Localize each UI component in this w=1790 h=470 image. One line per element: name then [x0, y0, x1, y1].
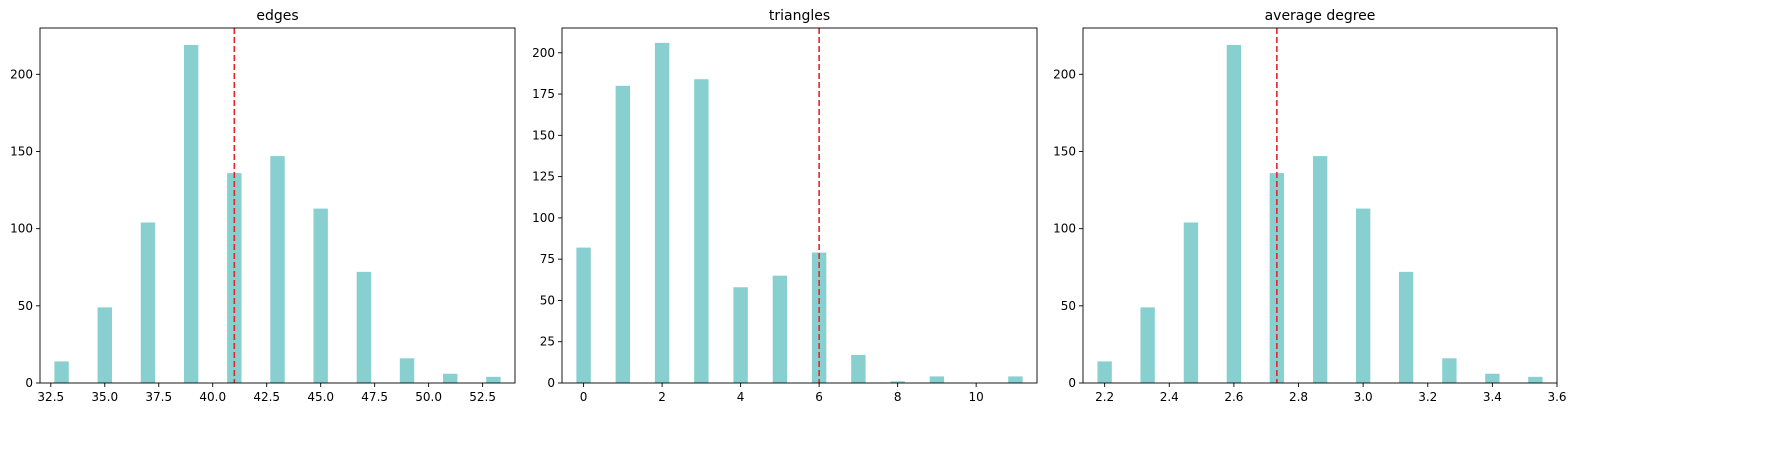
y-tick-label: 100: [10, 222, 33, 236]
x-tick-label: 2: [658, 390, 666, 404]
y-tick-label: 125: [532, 170, 555, 184]
y-tick-label: 50: [540, 293, 555, 307]
x-tick-label: 2.8: [1289, 390, 1308, 404]
x-tick-label: 50.0: [415, 390, 442, 404]
y-tick-label: 50: [18, 299, 33, 313]
y-tick-label: 200: [532, 46, 555, 60]
bar: [1140, 307, 1155, 383]
y-tick-label: 25: [540, 335, 555, 349]
panel-average-degree: average degree 2.2 2.4 2.6 2.8 3.0 3.2 3.4 3.6 0…: [1053, 8, 1566, 404]
y-tick-label: 150: [532, 128, 555, 142]
bar: [1355, 208, 1371, 383]
panel-title: average degree: [1265, 8, 1376, 24]
bar: [1398, 271, 1414, 383]
bar: [615, 85, 631, 383]
bar: [399, 358, 415, 383]
bar: [1312, 156, 1328, 383]
bar: [54, 361, 69, 383]
x-tick-label: 3.0: [1354, 390, 1373, 404]
bar: [694, 79, 709, 383]
bar: [356, 271, 372, 383]
y-tick-label: 150: [10, 144, 33, 158]
panel-title: triangles: [769, 8, 830, 24]
bar: [576, 247, 591, 383]
bar: [654, 42, 670, 384]
bar: [97, 307, 112, 383]
bar: [929, 376, 945, 383]
bar: [1528, 376, 1543, 383]
y-tick-label: 100: [1053, 222, 1076, 236]
x-tick-label: 6: [815, 390, 823, 404]
axes-frame: [561, 27, 1038, 384]
x-tick-label: 45.0: [307, 390, 334, 404]
y-tick-label: 0: [25, 376, 33, 390]
bar: [1183, 222, 1199, 383]
x-tick-label: 3.2: [1418, 390, 1437, 404]
bar: [486, 376, 501, 383]
x-tick-label: 37.5: [145, 390, 172, 404]
x-tick-label: 2.2: [1095, 390, 1114, 404]
x-tick-label: 32.5: [37, 390, 64, 404]
panel-edges: edges 32.5 35.0 37.5 40.0 42.5 45.0 47.5 50.0 52…: [10, 8, 516, 404]
y-tick-label: 175: [532, 87, 555, 101]
axes-frame: [1082, 27, 1558, 384]
bar: [313, 208, 328, 383]
x-tick-label: 52.5: [469, 390, 496, 404]
bar: [1442, 358, 1457, 383]
y-tick-label: 200: [1053, 67, 1076, 81]
x-tick-label: 10: [969, 390, 984, 404]
bar: [140, 222, 156, 383]
bar: [183, 44, 199, 383]
x-tick-label: 47.5: [361, 390, 388, 404]
bar: [1097, 361, 1112, 383]
x-tick-label: 0: [580, 390, 588, 404]
bar: [733, 287, 748, 383]
bar: [1269, 173, 1285, 383]
bar: [443, 373, 458, 383]
y-tick-label: 50: [1061, 299, 1076, 313]
x-tick-label: 42.5: [253, 390, 280, 404]
y-tick-label: 150: [1053, 144, 1076, 158]
bar: [1485, 373, 1500, 383]
x-tick-label: 4: [737, 390, 745, 404]
panel-title: edges: [256, 8, 298, 24]
bar: [227, 173, 242, 383]
y-tick-label: 200: [10, 67, 33, 81]
bar: [1008, 376, 1023, 383]
y-tick-label: 0: [547, 376, 555, 390]
bar: [1226, 44, 1242, 383]
y-tick-label: 75: [540, 252, 555, 266]
y-tick-label: 100: [532, 211, 555, 225]
x-tick-label: 3.4: [1483, 390, 1502, 404]
bar: [772, 275, 788, 383]
axes-frame: [39, 27, 516, 384]
x-tick-label: 2.4: [1160, 390, 1179, 404]
bar: [851, 354, 866, 383]
x-tick-label: 35.0: [91, 390, 118, 404]
x-tick-label: 8: [894, 390, 902, 404]
bar: [270, 156, 285, 383]
x-tick-label: 2.6: [1224, 390, 1243, 404]
x-tick-label: 40.0: [199, 390, 226, 404]
bar: [890, 381, 905, 383]
x-tick-label: 3.6: [1547, 390, 1566, 404]
y-tick-label: 0: [1068, 376, 1076, 390]
